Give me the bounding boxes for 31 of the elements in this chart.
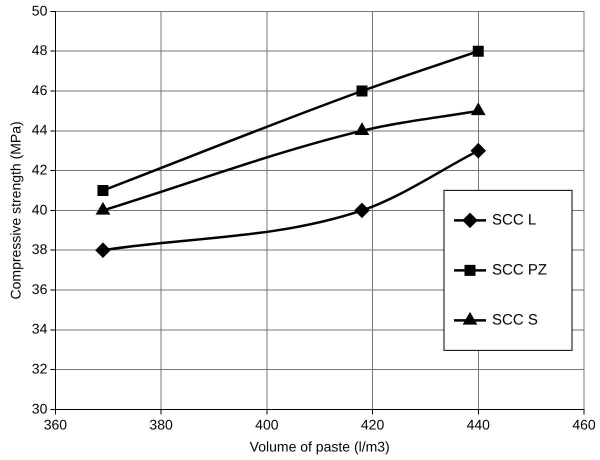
point	[96, 242, 110, 258]
y-tick-label: 38	[32, 241, 48, 258]
y-tick-label: 46	[32, 82, 48, 98]
x-tick-label: 420	[360, 416, 384, 433]
y-tick-label: 44	[32, 122, 48, 138]
y-tick-label: 34	[32, 320, 48, 337]
point	[356, 86, 368, 96]
point	[356, 124, 368, 136]
legend-label: SCC PZ	[492, 262, 548, 279]
x-tick-label: 460	[572, 416, 596, 433]
y-tick-label: 50	[32, 2, 48, 18]
y-axis-title: Compressive strength (MPa)	[7, 121, 24, 300]
point	[97, 185, 108, 196]
x-axis-title: Volume of paste (l/m3)	[250, 438, 390, 454]
legend-label: SCC S	[492, 312, 538, 329]
legend-label: SCC L	[492, 212, 536, 229]
x-tick-label: 440	[466, 416, 490, 433]
y-tick-label: 32	[32, 360, 48, 376]
y-tick-label: 48	[32, 42, 48, 58]
point	[354, 203, 370, 218]
y-tick-label: 30	[32, 400, 48, 416]
y-tick-label: 42	[32, 161, 48, 178]
x-tick-label: 360	[44, 416, 68, 433]
y-tick-label: 36	[32, 280, 48, 297]
x-tick-label: 400	[255, 416, 279, 433]
y-tick-label: 40	[32, 201, 48, 218]
x-tick-label: 380	[149, 416, 173, 433]
point	[472, 46, 484, 57]
point	[471, 143, 486, 158]
point	[96, 203, 110, 215]
point	[472, 104, 485, 116]
